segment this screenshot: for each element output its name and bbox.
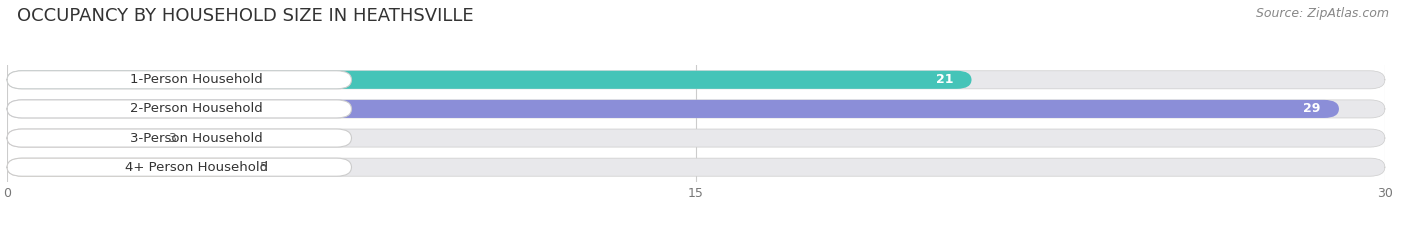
Text: 4+ Person Household: 4+ Person Household <box>125 161 269 174</box>
Text: 5: 5 <box>260 161 267 174</box>
Text: 3: 3 <box>167 132 176 144</box>
Text: 29: 29 <box>1303 103 1320 115</box>
Text: 3-Person Household: 3-Person Household <box>131 132 263 144</box>
Text: 21: 21 <box>935 73 953 86</box>
Text: OCCUPANCY BY HOUSEHOLD SIZE IN HEATHSVILLE: OCCUPANCY BY HOUSEHOLD SIZE IN HEATHSVIL… <box>17 7 474 25</box>
FancyBboxPatch shape <box>7 100 351 118</box>
Text: 2-Person Household: 2-Person Household <box>131 103 263 115</box>
FancyBboxPatch shape <box>7 129 351 147</box>
FancyBboxPatch shape <box>7 100 1385 118</box>
FancyBboxPatch shape <box>7 71 972 89</box>
Text: 1-Person Household: 1-Person Household <box>131 73 263 86</box>
FancyBboxPatch shape <box>7 71 1385 89</box>
FancyBboxPatch shape <box>7 71 351 89</box>
FancyBboxPatch shape <box>7 129 1385 147</box>
Text: Source: ZipAtlas.com: Source: ZipAtlas.com <box>1256 7 1389 20</box>
FancyBboxPatch shape <box>7 100 1339 118</box>
FancyBboxPatch shape <box>7 158 351 176</box>
FancyBboxPatch shape <box>7 158 1385 176</box>
FancyBboxPatch shape <box>7 158 236 176</box>
FancyBboxPatch shape <box>7 129 145 147</box>
